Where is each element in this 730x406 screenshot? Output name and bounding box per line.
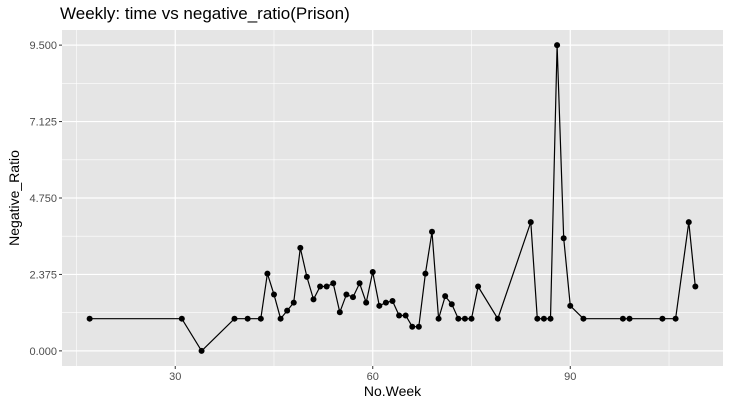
data-point <box>494 315 501 322</box>
data-point <box>475 283 482 290</box>
y-axis-title: Negative_Ratio <box>6 150 22 246</box>
data-point <box>290 299 297 306</box>
data-point <box>277 315 284 322</box>
data-point <box>257 315 264 322</box>
data-point <box>270 291 277 298</box>
data-point <box>468 315 475 322</box>
data-point <box>442 293 449 300</box>
data-point <box>534 315 541 322</box>
data-point <box>448 301 455 308</box>
data-point <box>461 315 468 322</box>
data-point <box>672 315 679 322</box>
x-tick-label: 30 <box>169 371 181 383</box>
data-point <box>231 315 238 322</box>
data-point <box>402 312 409 319</box>
data-point <box>547 315 554 322</box>
data-point <box>659 315 666 322</box>
data-point <box>349 294 356 301</box>
data-point <box>422 270 429 277</box>
data-point <box>409 323 416 330</box>
data-point <box>336 309 343 316</box>
series-group <box>86 42 699 354</box>
data-point <box>330 280 337 287</box>
data-point <box>626 315 633 322</box>
y-tick-label: 4.750 <box>29 193 57 205</box>
x-tick-label: 60 <box>367 371 379 383</box>
data-point <box>560 235 567 242</box>
data-point <box>376 302 383 309</box>
data-point <box>527 219 534 226</box>
chart-title: Weekly: time vs negative_ratio(Prison) <box>60 4 350 23</box>
axis-ticks: 30 60 90 0.000 2.375 4.750 7.125 9.500 <box>29 40 576 383</box>
data-point <box>284 307 291 314</box>
y-tick-label: 9.500 <box>29 40 57 52</box>
data-point <box>692 283 699 290</box>
data-point <box>369 269 376 276</box>
data-point <box>396 312 403 319</box>
data-point <box>297 244 304 251</box>
data-point <box>323 283 330 290</box>
data-point <box>178 315 185 322</box>
data-point <box>356 280 363 287</box>
data-point <box>567 302 574 309</box>
data-point <box>86 315 93 322</box>
x-axis-title: No.Week <box>364 383 422 399</box>
data-point <box>580 315 587 322</box>
data-point <box>310 296 317 303</box>
data-point <box>389 297 396 304</box>
data-point <box>540 315 547 322</box>
data-point <box>415 323 422 330</box>
y-tick-label: 7.125 <box>29 117 57 129</box>
y-tick-label: 0.000 <box>29 346 57 358</box>
data-point <box>317 283 324 290</box>
x-tick-label: 90 <box>564 371 576 383</box>
y-tick-label: 2.375 <box>29 269 57 281</box>
data-point <box>382 299 389 306</box>
data-point <box>343 291 350 298</box>
data-point <box>363 299 370 306</box>
data-point <box>244 315 251 322</box>
data-point <box>455 315 462 322</box>
data-point <box>554 42 561 49</box>
data-point <box>429 228 436 235</box>
data-point <box>303 273 310 280</box>
data-point <box>685 219 692 226</box>
data-point <box>264 270 271 277</box>
data-point <box>198 347 205 354</box>
major-gridlines <box>62 30 723 366</box>
data-point <box>435 315 442 322</box>
data-point <box>619 315 626 322</box>
